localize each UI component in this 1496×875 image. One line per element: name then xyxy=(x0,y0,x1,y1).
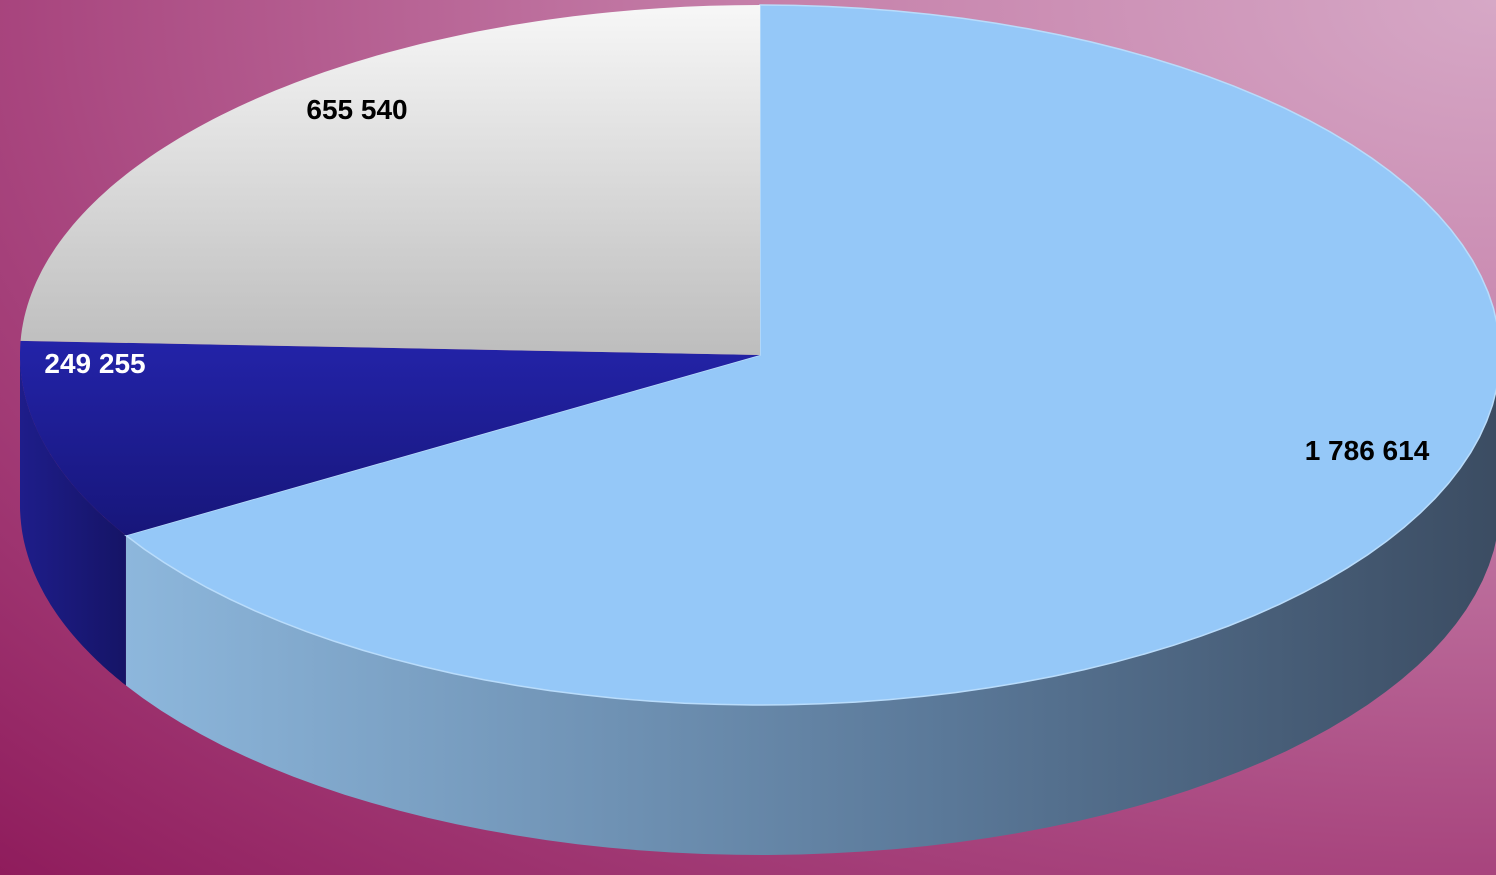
data-label-slice-1: 1 786 614 xyxy=(1305,435,1430,466)
data-label-slice-3: 655 540 xyxy=(306,94,407,125)
pie-slice-2 xyxy=(20,340,760,536)
pie-slice-1 xyxy=(124,4,1496,706)
pie-side-0 xyxy=(125,390,1496,855)
pie-side-1 xyxy=(20,355,126,686)
pie-slice-3 xyxy=(20,5,761,355)
data-label-slice-2: 249 255 xyxy=(44,348,145,379)
